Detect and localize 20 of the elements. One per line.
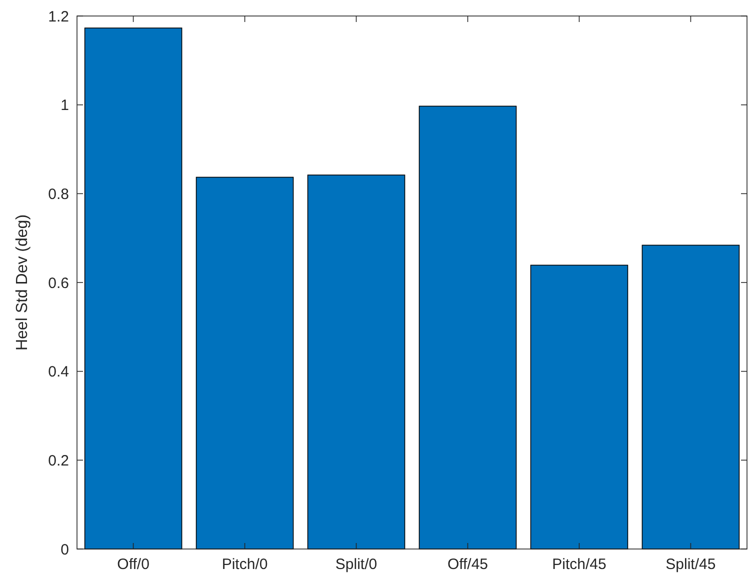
y-tick-label: 0.2: [48, 452, 69, 470]
x-tick-label: Off/0: [117, 556, 150, 573]
bar: [530, 264, 628, 550]
bar: [307, 174, 406, 550]
y-tick-label: 0.4: [48, 364, 69, 381]
x-tick-label: Pitch/0: [222, 556, 268, 573]
y-tick-label: 0.8: [48, 186, 69, 203]
bar: [418, 106, 517, 550]
x-tick-label: Split/45: [666, 556, 716, 573]
x-tick-label: Split/0: [335, 556, 378, 573]
y-axis-title: Heel Std Dev (deg): [14, 214, 31, 351]
bar: [196, 176, 294, 550]
x-tick-label: Pitch/45: [552, 556, 606, 573]
y-tick-label: 1.2: [48, 8, 69, 26]
x-tick-label: Off/45: [447, 556, 488, 573]
bar: [642, 244, 740, 550]
bar: [84, 28, 182, 550]
y-tick-label: 1: [60, 97, 69, 114]
y-tick-label: 0: [60, 541, 69, 558]
y-tick-label: 0.6: [48, 274, 69, 292]
